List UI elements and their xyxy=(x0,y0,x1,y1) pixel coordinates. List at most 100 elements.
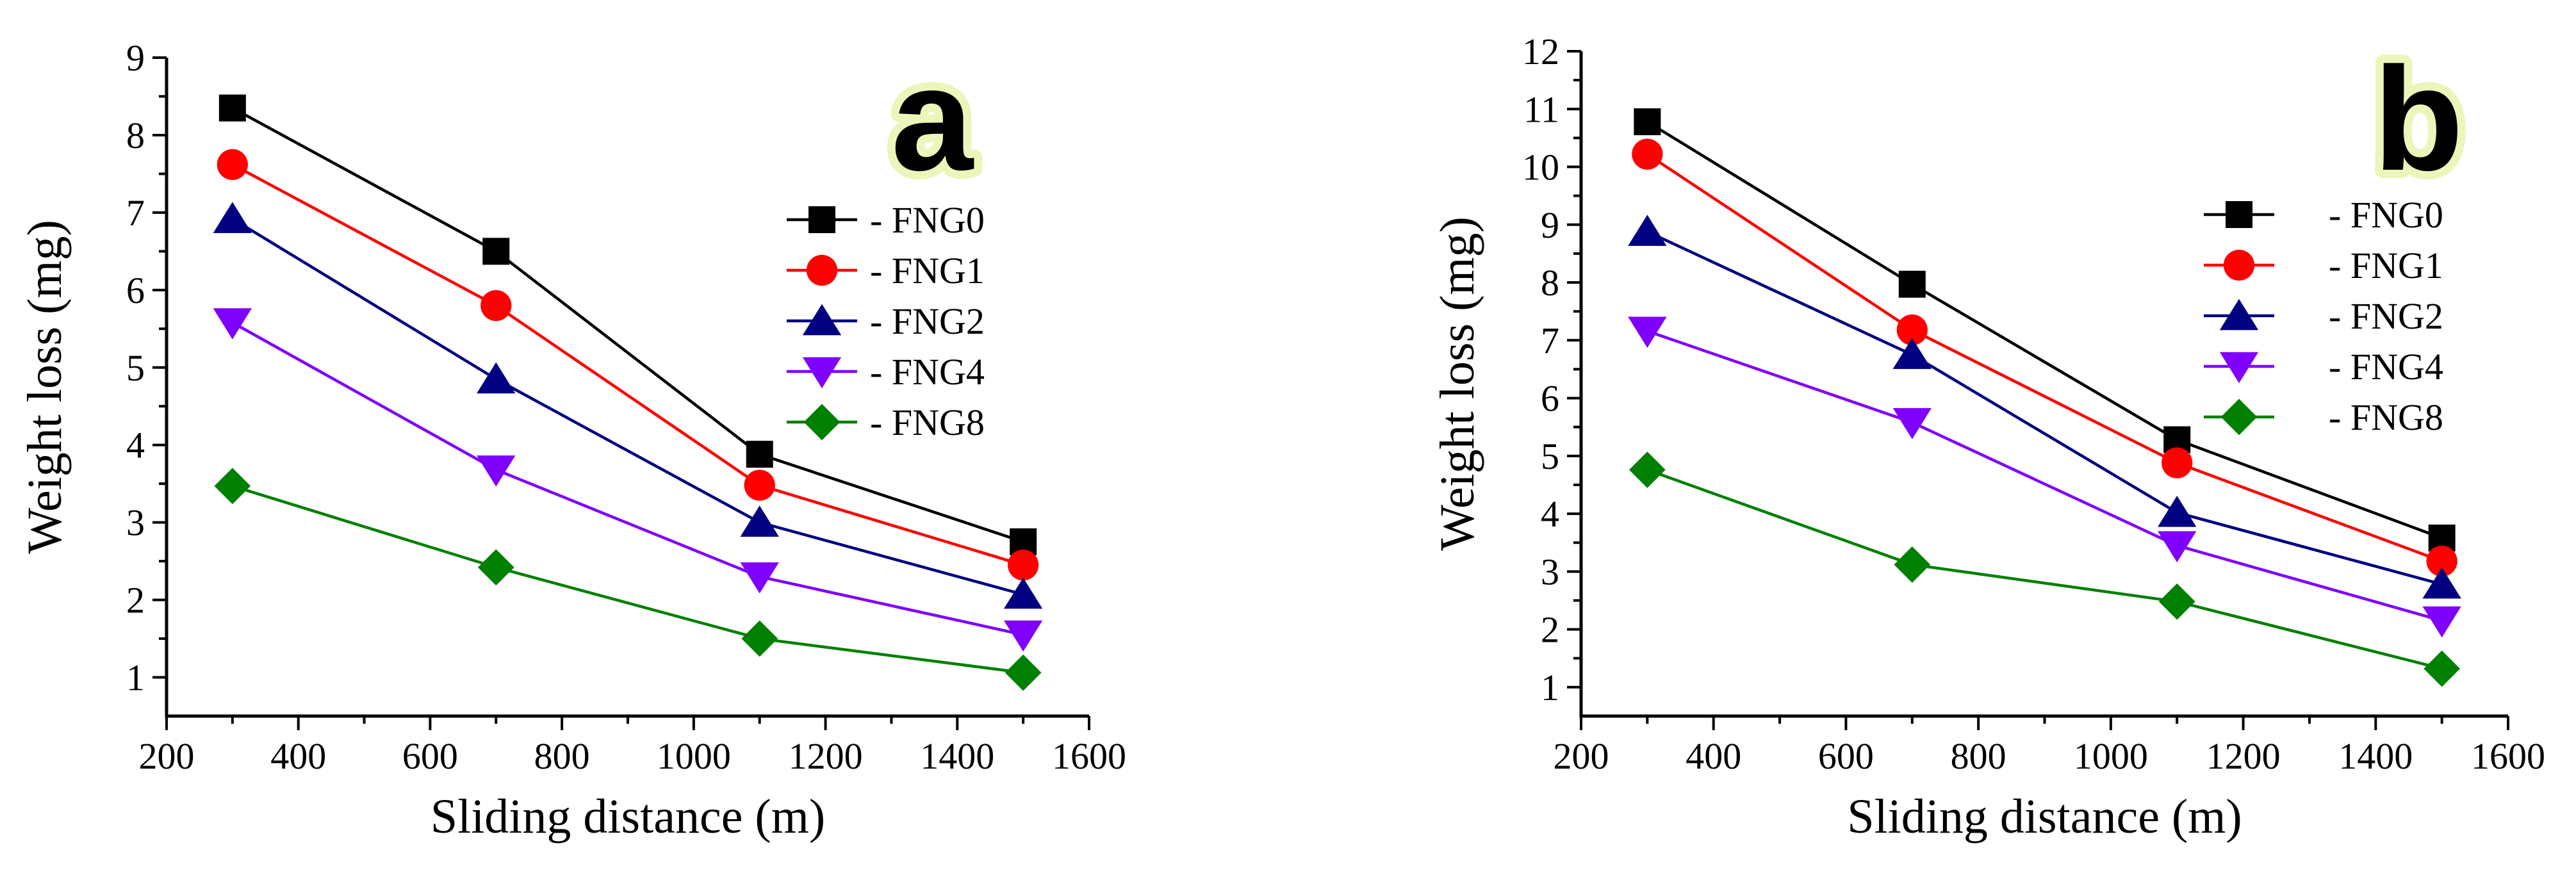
data-point-a-3-2 xyxy=(740,562,779,594)
x-tick-label-b: 200 xyxy=(1554,735,1609,777)
y-tick-label-a: 5 xyxy=(126,347,145,389)
legend-label-b-4: - FNG8 xyxy=(2329,396,2443,438)
data-point-b-4-0 xyxy=(1629,452,1666,488)
y-tick-label-b: 10 xyxy=(1522,147,1559,188)
data-point-b-2-2 xyxy=(2158,496,2197,527)
series-line-b-1 xyxy=(1646,152,2443,563)
x-tick-label-b: 1600 xyxy=(2471,735,2545,777)
data-point-a-1-0 xyxy=(217,149,249,181)
data-point-b-3-0 xyxy=(1628,316,1667,348)
y-tick-label-b: 11 xyxy=(1523,88,1559,130)
x-tick-label-a: 1600 xyxy=(1052,735,1126,777)
legend-label-a-2: - FNG2 xyxy=(870,300,985,342)
legend-label-b-3: - FNG4 xyxy=(2329,346,2443,388)
data-point-b-3-1 xyxy=(1892,408,1932,439)
legend-marker-a-0 xyxy=(808,206,835,233)
y-tick-label-b: 8 xyxy=(1541,262,1559,304)
legend-label-b-0: - FNG0 xyxy=(2329,194,2443,236)
y-tick-label-b: 6 xyxy=(1541,378,1559,420)
y-tick-label-a: 8 xyxy=(126,115,145,156)
series-line-a-2 xyxy=(231,217,1024,596)
data-point-a-2-3 xyxy=(1003,577,1043,609)
panel-letter-glow-a: a xyxy=(891,37,974,201)
data-point-a-3-0 xyxy=(213,308,252,339)
legend-marker-b-1 xyxy=(2223,249,2255,281)
data-point-b-2-1 xyxy=(1892,338,1932,370)
x-tick-label-a: 800 xyxy=(534,735,590,777)
panel-letter-b: b xyxy=(2374,37,2464,201)
data-point-a-0-1 xyxy=(482,238,510,265)
data-point-a-3-1 xyxy=(477,455,516,487)
data-point-b-3-2 xyxy=(2158,531,2197,562)
legend-label-b-2: - FNG2 xyxy=(2329,295,2443,337)
x-tick-label-b: 1000 xyxy=(2074,735,2148,777)
y-axis-title-a: Weight loss (mg) xyxy=(18,220,72,554)
legend-label-b-1: - FNG1 xyxy=(2329,245,2443,286)
y-tick-label-b: 5 xyxy=(1541,436,1559,477)
data-point-b-4-2 xyxy=(2158,583,2195,620)
legend-label-a-1: - FNG1 xyxy=(870,250,985,291)
data-point-a-2-2 xyxy=(740,505,779,537)
x-tick-label-b: 1400 xyxy=(2338,735,2413,777)
y-tick-label-b: 7 xyxy=(1541,320,1559,361)
x-tick-label-a: 400 xyxy=(270,735,326,777)
legend-label-a-0: - FNG0 xyxy=(870,199,985,241)
series-line-b-0 xyxy=(1646,120,2443,540)
y-axis-title-b: Weight loss (mg) xyxy=(1431,216,1484,551)
y-tick-label-a: 1 xyxy=(126,657,145,699)
data-point-a-0-2 xyxy=(746,441,773,468)
y-tick-label-b: 9 xyxy=(1541,204,1559,246)
y-tick-label-b: 2 xyxy=(1541,609,1559,651)
legend-marker-a-2 xyxy=(802,304,842,336)
x-tick-label-a: 1000 xyxy=(657,735,731,777)
data-point-a-2-0 xyxy=(213,202,252,233)
x-tick-label-b: 600 xyxy=(1818,735,1874,777)
data-point-b-4-3 xyxy=(2424,650,2460,687)
data-point-b-3-3 xyxy=(2422,606,2461,638)
y-tick-label-a: 4 xyxy=(126,425,145,466)
data-point-b-2-0 xyxy=(1628,215,1667,246)
data-point-b-1-2 xyxy=(2162,447,2193,478)
x-axis-title-a: Sliding distance (m) xyxy=(431,790,825,844)
series-line-b-4 xyxy=(1646,468,2443,671)
x-tick-label-b: 800 xyxy=(1951,735,2006,777)
y-tick-label-b: 12 xyxy=(1522,31,1559,72)
x-tick-label-b: 400 xyxy=(1686,735,1741,777)
chart-panel-b: 200 400 600 800 1000 1200 1400 1600123456789101… xyxy=(1431,28,2545,844)
x-tick-label-a: 1200 xyxy=(789,735,863,777)
legend-marker-a-4 xyxy=(803,404,841,441)
data-point-a-4-3 xyxy=(1005,654,1042,691)
data-point-a-0-0 xyxy=(218,94,246,122)
data-point-b-4-1 xyxy=(1894,546,1931,583)
data-point-a-4-0 xyxy=(214,468,251,505)
y-tick-label-a: 2 xyxy=(126,580,145,621)
data-point-a-1-3 xyxy=(1007,550,1039,581)
x-axis-title-b: Sliding distance (m) xyxy=(1847,790,2242,844)
series-line-b-2 xyxy=(1646,230,2443,586)
legend-marker-a-3 xyxy=(802,357,842,389)
series-line-a-3 xyxy=(231,321,1024,637)
y-tick-label-a: 6 xyxy=(126,270,145,311)
x-tick-label-a: 1400 xyxy=(920,735,994,777)
panel-letter-glow-b: b xyxy=(2374,37,2464,201)
chart-panel-a: 200 400 600 800 1000 1200 1400 1600 1 2 3 4 5 6 7 8 9 Sli… xyxy=(18,28,1126,844)
data-point-a-4-1 xyxy=(477,549,514,586)
data-point-b-1-1 xyxy=(1896,314,1928,346)
panel-letter-a: a xyxy=(891,37,974,201)
legend-marker-b-2 xyxy=(2219,298,2259,330)
series-line-a-1 xyxy=(231,163,1024,567)
y-tick-label-a: 3 xyxy=(126,502,145,544)
x-tick-label-a: 200 xyxy=(139,735,195,777)
y-tick-label-a: 9 xyxy=(126,37,145,79)
x-tick-label-a: 600 xyxy=(402,735,458,777)
data-point-b-0-1 xyxy=(1898,270,1926,298)
legend-marker-a-1 xyxy=(806,254,838,286)
y-tick-label-b: 4 xyxy=(1541,493,1559,535)
series-line-b-3 xyxy=(1646,329,2443,623)
series-line-a-0 xyxy=(231,106,1024,544)
data-point-a-3-3 xyxy=(1003,620,1043,652)
y-tick-label-b: 3 xyxy=(1541,551,1559,592)
data-point-a-1-2 xyxy=(744,469,775,501)
legend-marker-b-3 xyxy=(2219,352,2259,384)
